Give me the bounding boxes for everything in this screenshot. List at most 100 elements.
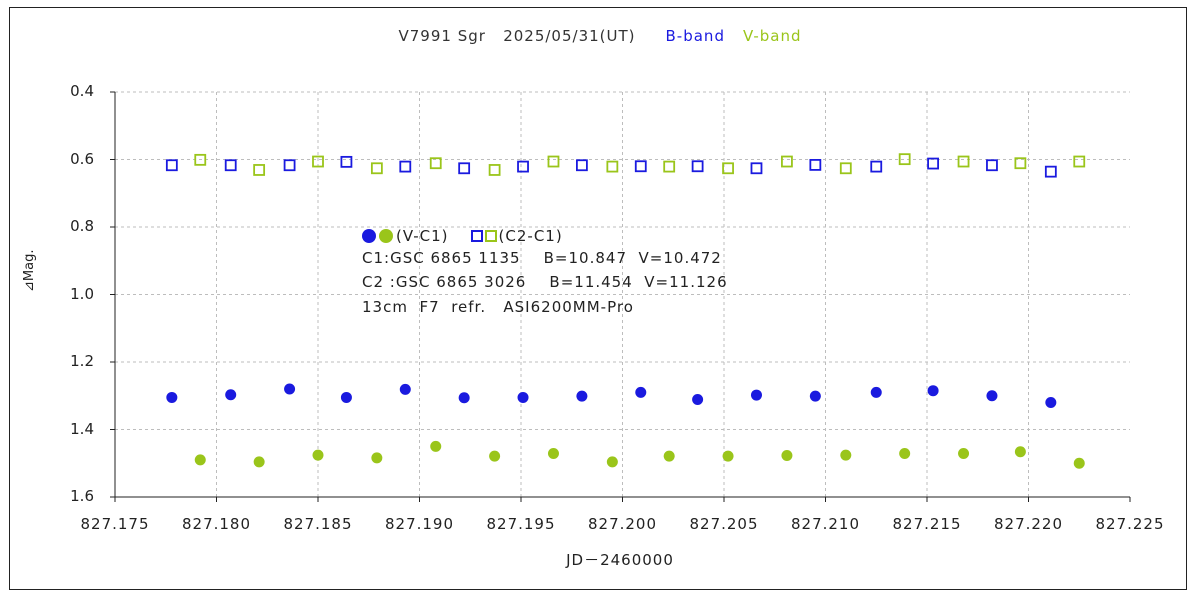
data-point	[870, 160, 883, 173]
x-tick-label: 827.185	[283, 515, 353, 533]
data-point	[663, 450, 675, 462]
x-tick-label: 827.225	[1095, 515, 1165, 533]
data-point	[340, 155, 353, 168]
data-point	[692, 393, 704, 405]
data-point	[194, 454, 206, 466]
x-axis-label: JD－2460000	[566, 551, 674, 569]
y-tick-label: 1.0	[70, 284, 94, 303]
y-axis-label: ⊿Mag.	[22, 249, 37, 292]
x-tick-label: 827.190	[384, 515, 455, 533]
title-main: V7991 Sgr 2025/05/31(UT)	[398, 27, 636, 45]
title-v-band: V-band	[742, 27, 802, 45]
title-b-band: B-band	[665, 27, 725, 45]
data-point	[1045, 397, 1057, 408]
data-point	[986, 159, 998, 172]
data-point	[957, 155, 970, 168]
data-point	[1014, 157, 1027, 170]
legend-v-circle-icon	[379, 229, 393, 243]
legend-b-circle-icon	[362, 229, 376, 243]
data-point	[1073, 457, 1085, 469]
data-point	[1073, 155, 1086, 168]
data-point	[635, 386, 647, 398]
data-point	[809, 158, 822, 171]
y-tick-label: 1.4	[70, 419, 94, 438]
data-point	[488, 164, 501, 176]
legend: (V-C1) (C2-C1)	[362, 226, 563, 246]
data-point	[606, 160, 619, 173]
data-point	[517, 391, 529, 403]
data-point	[576, 159, 588, 172]
chart-frame	[9, 7, 1187, 590]
x-tick-label: 827.205	[689, 515, 759, 533]
data-point	[691, 160, 704, 173]
data-point	[750, 162, 763, 175]
data-point	[489, 450, 501, 462]
x-tick-label: 827.215	[892, 515, 962, 533]
data-point	[312, 449, 324, 461]
data-point	[898, 153, 911, 166]
data-point	[370, 162, 383, 175]
x-tick-label: 827.180	[181, 515, 252, 533]
data-point	[927, 157, 939, 170]
data-point	[927, 385, 939, 397]
x-tick-label: 827.210	[790, 515, 861, 533]
x-tick-label: 827.175	[80, 515, 150, 533]
data-point	[283, 159, 296, 172]
x-tick-label: 827.220	[993, 515, 1064, 533]
data-point	[312, 155, 324, 168]
data-point	[340, 391, 352, 403]
legend-v-c1-label: (V-C1)	[396, 227, 449, 245]
note-instrument: 13cm F7 refr. ASI6200MM-Pro	[362, 298, 634, 316]
data-point	[1014, 446, 1026, 458]
data-point	[225, 389, 237, 401]
data-point	[517, 160, 529, 173]
x-tick-label: 827.195	[486, 515, 556, 533]
data-point	[399, 160, 412, 173]
data-point	[899, 447, 911, 459]
data-point	[1044, 165, 1057, 178]
y-tick-label: 1.2	[70, 352, 94, 370]
data-point	[371, 452, 383, 464]
data-point	[986, 390, 998, 402]
data-point	[458, 162, 471, 175]
data-point	[576, 390, 588, 402]
data-point	[430, 440, 442, 452]
data-point	[194, 153, 207, 166]
y-tick-label: 0.6	[70, 149, 94, 168]
legend-v-square-icon	[484, 230, 497, 242]
data-point	[663, 160, 676, 173]
data-point	[166, 391, 178, 403]
data-point	[165, 159, 178, 172]
data-point	[722, 162, 734, 175]
legend-c2-c1-label: (C2-C1)	[498, 227, 563, 245]
legend-b-square-icon	[470, 230, 483, 242]
data-point	[429, 157, 442, 170]
y-tick-label: 1.6	[70, 487, 94, 505]
data-point	[458, 392, 470, 404]
data-point	[634, 160, 647, 173]
note-c1: C1:GSC 6865 1135 B=10.847 V=10.472	[362, 249, 722, 267]
data-point	[284, 383, 296, 395]
data-point	[722, 450, 734, 462]
data-point	[781, 449, 793, 461]
data-point	[399, 383, 411, 395]
y-tick-label: 0.4	[70, 82, 94, 100]
data-point	[224, 159, 237, 172]
data-point	[809, 390, 821, 402]
note-c2: C2 :GSC 6865 3026 B=11.454 V=11.126	[362, 273, 728, 291]
data-point	[781, 155, 793, 168]
chart-title: V7991 Sgr 2025/05/31(UT) B-band V-band	[0, 27, 1200, 45]
data-point	[870, 386, 882, 398]
data-point	[253, 164, 266, 176]
data-point	[253, 456, 265, 468]
data-point	[958, 447, 970, 459]
data-point	[840, 449, 852, 461]
data-point	[750, 389, 762, 401]
data-point	[547, 155, 560, 168]
data-point	[839, 162, 852, 175]
y-tick-label: 0.8	[70, 217, 94, 235]
data-point	[547, 447, 559, 459]
x-tick-label: 827.200	[587, 515, 658, 533]
data-point	[606, 456, 618, 468]
